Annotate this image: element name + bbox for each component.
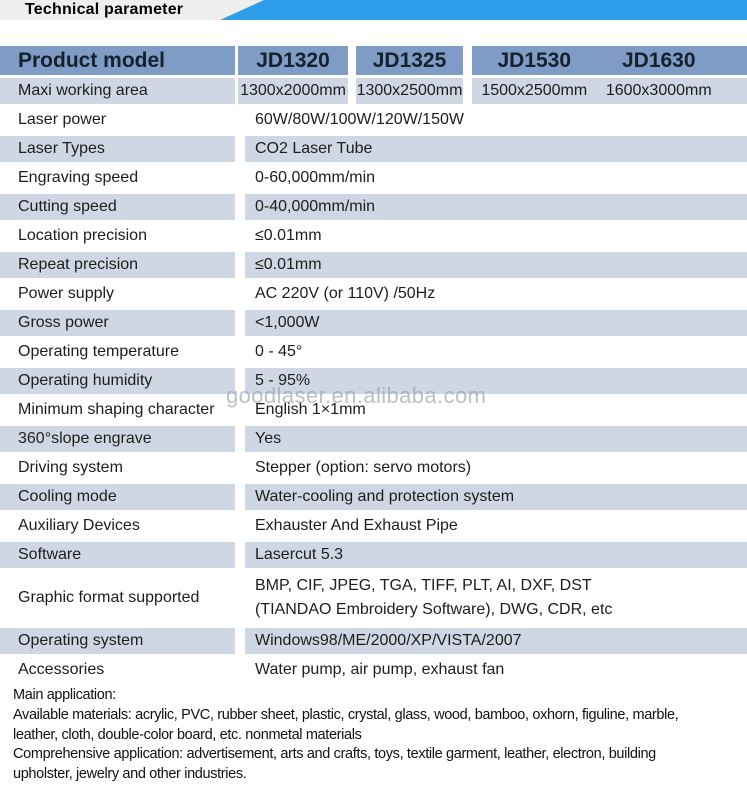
table-row: Repeat precision ≤0.01mm — [0, 252, 747, 278]
row-value: Stepper (option: servo motors) — [255, 459, 472, 476]
row-value: 5 - 95% — [245, 368, 747, 394]
working-area-merged: 1500x2500mm 1600x3000mm — [472, 78, 747, 104]
row-value: Water pump, air pump, exhaust fan — [255, 661, 505, 678]
table-row-working-area: Maxi working area 1300x2000mm 1300x2500m… — [0, 78, 747, 104]
column-header-jd1320: JD1320 — [238, 46, 348, 75]
table-row: Cutting speed 0-40,000mm/min — [0, 194, 747, 220]
row-label: Cooling mode — [0, 484, 235, 510]
column-header-jd1630: JD1630 — [621, 48, 696, 72]
table-row: Operating temperature 0 - 45° — [0, 339, 747, 365]
working-area-jd1320: 1300x2000mm — [238, 78, 348, 104]
working-area-jd1530: 1500x2500mm — [481, 82, 588, 99]
row-value: BMP, CIF, JPEG, TGA, TIFF, PLT, AI, DXF,… — [245, 571, 747, 625]
row-label: Driving system — [18, 459, 123, 476]
banner: Technical parameter — [0, 0, 747, 20]
table-row: Gross power <1,000W — [0, 310, 747, 336]
row-value: ≤0.01mm — [255, 227, 322, 244]
row-value: 60W/80W/100W/120W/150W — [255, 111, 464, 128]
row-label: Minimum shaping character — [18, 401, 215, 418]
column-header-merged: JD1530 JD1630 — [472, 46, 747, 75]
working-area-jd1630: 1600x3000mm — [605, 82, 712, 99]
table-row: Power supply AC 220V (or 110V) /50Hz — [0, 281, 747, 307]
row-label: Laser power — [18, 111, 107, 128]
table-row: 360°slope engrave Yes — [0, 426, 747, 452]
watermark: goodlaser.en.alibaba.com — [226, 383, 487, 408]
table-row: Driving system Stepper (option: servo mot… — [0, 455, 747, 481]
column-header-jd1530: JD1530 — [497, 48, 572, 72]
comprehensive-application-line: Comprehensive application: advertisement… — [13, 746, 656, 783]
table-row: Laser power 60W/80W/100W/120W/150W — [0, 107, 747, 133]
working-area-jd1325: 1300x2500mm — [356, 78, 463, 104]
row-value: 0-60,000mm/min — [255, 169, 376, 186]
row-label: Repeat precision — [0, 252, 235, 278]
row-label: Operating temperature — [18, 343, 179, 360]
row-label: Location precision — [18, 227, 147, 244]
column-header-product-model: Product model — [0, 46, 235, 75]
row-value: 0-40,000mm/min — [245, 194, 747, 220]
table-row: Operating humidity 5 - 95% — [0, 368, 747, 394]
table-body: Laser power 60W/80W/100W/120W/150W Laser T… — [0, 107, 747, 683]
row-value: English 1×1mm — [255, 401, 366, 418]
row-value: Lasercut 5.3 — [245, 542, 747, 568]
row-value: Water-cooling and protection system — [245, 484, 747, 510]
table-header-row: Product model JD1320 JD1325 JD1530 JD163… — [0, 46, 747, 75]
banner-title-box: Technical parameter — [0, 0, 264, 20]
row-label: Auxiliary Devices — [18, 517, 140, 534]
row-label: Software — [0, 542, 235, 568]
row-label: Operating system — [0, 628, 235, 654]
row-value: <1,000W — [245, 310, 747, 336]
row-value: 0 - 45° — [255, 343, 303, 360]
table-row: Graphic format supported BMP, CIF, JPEG, … — [0, 571, 747, 625]
row-label: 360°slope engrave — [0, 426, 235, 452]
table-row: Minimum shaping character English 1×1mm — [0, 397, 747, 423]
row-value: Exhauster And Exhaust Pipe — [255, 517, 458, 534]
table-row: Cooling mode Water-cooling and protection… — [0, 484, 747, 510]
row-value-line2: (TIANDAO Embroidery Software), DWG, CDR,… — [255, 601, 613, 618]
table-row: Laser Types CO2 Laser Tube — [0, 136, 747, 162]
page-title: Technical parameter — [25, 1, 184, 18]
row-value: ≤0.01mm — [245, 252, 747, 278]
row-label: Gross power — [0, 310, 235, 336]
row-label: Laser Types — [0, 136, 235, 162]
main-application-line: Main application: — [13, 687, 116, 703]
column-header-jd1325: JD1325 — [356, 46, 463, 75]
table-row: Location precision ≤0.01mm — [0, 223, 747, 249]
row-label: Engraving speed — [18, 169, 139, 186]
row-label: Operating humidity — [0, 368, 235, 394]
available-materials-line: Available materials: acrylic, PVC, rubbe… — [13, 706, 679, 743]
row-value: CO2 Laser Tube — [245, 136, 747, 162]
row-label: Maxi working area — [0, 78, 235, 104]
row-value: Yes — [245, 426, 747, 452]
table-row: Auxiliary Devices Exhauster And Exhaust P… — [0, 513, 747, 539]
application-notes: Main application: Available materials: a… — [0, 686, 714, 785]
table-row: Engraving speed 0-60,000mm/min — [0, 165, 747, 191]
table-row: Operating system Windows98/ME/2000/XP/VIS… — [0, 628, 747, 654]
row-label: Graphic format supported — [18, 589, 200, 606]
row-value: AC 220V (or 110V) /50Hz — [255, 285, 436, 302]
row-label: Cutting speed — [0, 194, 235, 220]
row-label: Accessories — [18, 661, 105, 678]
table-row: Software Lasercut 5.3 — [0, 542, 747, 568]
row-value: Windows98/ME/2000/XP/VISTA/2007 — [245, 628, 747, 654]
table-row: Accessories Water pump, air pump, exhaust… — [0, 657, 747, 683]
row-label: Power supply — [18, 285, 115, 302]
spec-table: Product model JD1320 JD1325 JD1530 JD163… — [0, 46, 747, 683]
